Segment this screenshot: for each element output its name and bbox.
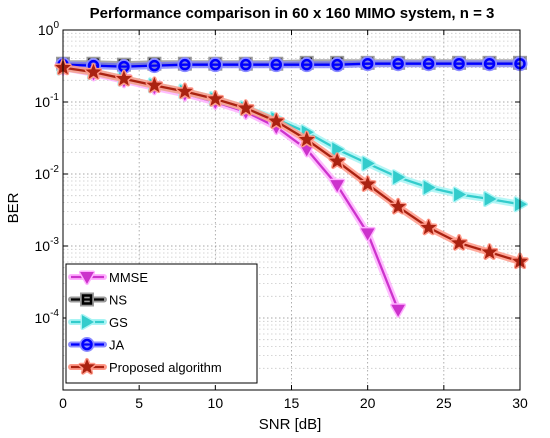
axis-ticks: 0 5 10 15 20 25 30 100 10-1 10-2 10-3 10-4: [35, 20, 528, 411]
series-proposed-algorithm: [54, 58, 529, 270]
legend-label: JA: [109, 338, 125, 353]
legend-marker-proposed-algorithm: [78, 358, 96, 375]
data-point-mmse: [359, 226, 376, 242]
legend-marker-ns: [80, 292, 94, 307]
x-tick-label: 10: [208, 395, 224, 411]
y-axis-label: BER: [5, 192, 22, 223]
x-tick-label: 25: [436, 395, 452, 411]
y-tick-label: 10-1: [35, 92, 60, 110]
y-tick-label: 10-3: [35, 236, 60, 254]
data-point-ja: [482, 56, 498, 72]
data-point-gs: [422, 179, 437, 196]
legend-item-ja: JA: [68, 337, 125, 353]
chart-title: Performance comparison in 60 x 160 MIMO …: [90, 5, 495, 22]
data-point-gs: [452, 186, 468, 203]
data-point-proposed-algorithm: [84, 63, 103, 80]
data-point-proposed-algorithm: [115, 69, 133, 87]
data-point-ja: [329, 57, 345, 73]
y-tick-label: 100: [38, 20, 60, 38]
y-tick-label: 10-2: [35, 164, 60, 182]
data-point-ja: [360, 56, 376, 72]
data-point-proposed-algorithm: [450, 234, 468, 251]
data-point-proposed-algorithm: [359, 175, 377, 192]
legend-marker-ja: [79, 337, 95, 352]
legend-label: MMSE: [109, 270, 148, 285]
x-tick-label: 20: [360, 395, 376, 411]
legend-label: GS: [109, 315, 128, 330]
data-point-proposed-algorithm: [176, 82, 194, 100]
x-tick-label: 15: [284, 395, 300, 411]
legend: MMSE NS GS JA Proposed algorithm: [65, 263, 258, 384]
data-point-proposed-algorithm: [237, 99, 255, 116]
data-point-proposed-algorithm: [480, 243, 499, 260]
data-point-proposed-algorithm: [389, 197, 407, 215]
data-point-mmse: [329, 178, 346, 194]
data-point-gs: [513, 196, 528, 213]
data-point-mmse: [390, 303, 407, 318]
data-point-ja: [207, 57, 223, 73]
legend-marker-gs: [80, 314, 95, 330]
data-point-ja: [390, 56, 406, 72]
data-point-ja: [451, 56, 467, 72]
data-point-ja: [421, 56, 437, 72]
data-point-gs: [330, 141, 346, 158]
legend-label: Proposed algorithm: [109, 360, 222, 375]
x-tick-label: 5: [135, 395, 143, 411]
data-point-proposed-algorithm: [206, 90, 224, 107]
data-point-gs: [483, 190, 498, 207]
data-point-proposed-algorithm: [328, 152, 346, 169]
legend-item-ns: NS: [68, 292, 127, 308]
data-point-gs: [361, 155, 376, 172]
data-point-ja: [299, 57, 315, 73]
data-point-proposed-algorithm: [298, 130, 316, 148]
data-point-ja: [146, 58, 162, 74]
legend-item-mmse: MMSE: [68, 270, 148, 285]
data-point-proposed-algorithm: [419, 218, 438, 236]
data-point-ja: [238, 57, 254, 73]
data-point-ja: [177, 57, 193, 73]
legend-label: NS: [109, 293, 127, 308]
legend-item-proposed-algorithm: Proposed algorithm: [68, 358, 222, 375]
data-point-proposed-algorithm: [267, 112, 285, 129]
x-tick-label: 0: [59, 395, 67, 411]
legend-marker-mmse: [79, 270, 95, 285]
data-point-ja: [268, 57, 284, 73]
data-point-gs: [391, 169, 407, 186]
series-line-proposed-algorithm: [62, 66, 521, 263]
series-glow-proposed-algorithm: [59, 64, 524, 265]
x-tick-label: 30: [512, 395, 528, 411]
series-line-ja: [62, 62, 520, 68]
series-layer: [54, 55, 529, 318]
y-tick-label: 10-4: [35, 308, 60, 326]
legend-item-gs: GS: [68, 314, 128, 330]
data-point-proposed-algorithm: [145, 76, 164, 94]
x-axis-label: SNR [dB]: [259, 416, 322, 433]
